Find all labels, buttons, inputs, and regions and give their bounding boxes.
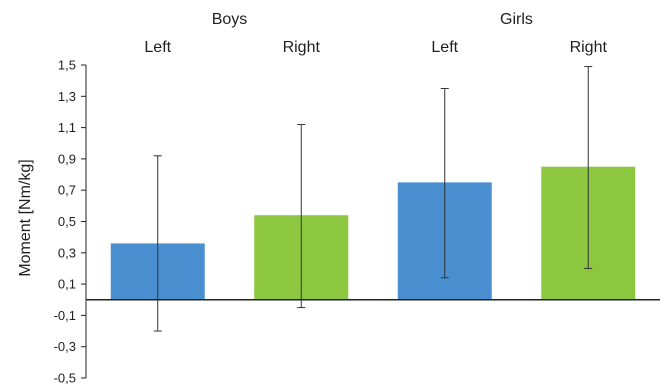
category-labels: Left Right Left Right Boys Girls xyxy=(144,11,607,56)
y-tick-label: 1,3 xyxy=(58,89,76,104)
y-tick-label: -0,1 xyxy=(54,308,76,323)
y-tick-label: 0,5 xyxy=(58,214,76,229)
y-tick-label: -0,5 xyxy=(54,371,76,384)
y-tick-label: 1,1 xyxy=(58,120,76,135)
y-tick-label: 0,3 xyxy=(58,245,76,260)
category-label: Right xyxy=(283,39,321,56)
category-label: Right xyxy=(570,39,608,56)
y-tick-label: 1,5 xyxy=(58,58,76,73)
y-tick-label: 0,9 xyxy=(58,151,76,166)
category-label: Left xyxy=(431,39,458,56)
y-tick-label: -0,3 xyxy=(54,339,76,354)
group-label-boys: Boys xyxy=(212,11,248,28)
bars xyxy=(110,166,636,300)
y-tick-label: 0,1 xyxy=(58,277,76,292)
error-bars xyxy=(153,66,593,332)
group-label-girls: Girls xyxy=(500,11,533,28)
y-tick-label: 0,7 xyxy=(58,183,76,198)
category-label: Left xyxy=(144,39,171,56)
y-axis-label: Moment [Nm/kg] xyxy=(17,159,34,276)
y-axis: 1,5 1,3 1,1 0,9 0,7 0,5 0,3 0,1 -0,1 -0,3 -0,5 xyxy=(54,58,87,384)
